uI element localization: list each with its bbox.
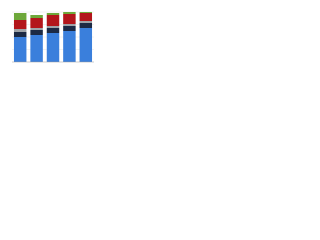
bar-segment: [79, 28, 93, 62]
bar-segment: [13, 37, 27, 62]
bar-segment: [79, 13, 93, 21]
bar-segment: [46, 26, 60, 28]
page: {"chart_data": {"type": "stacked_bar", "…: [0, 0, 320, 71]
bar-segment: [30, 28, 43, 30]
bar-segment: [13, 13, 27, 20]
bar-segment: [63, 12, 76, 14]
bar-segment: [63, 31, 76, 62]
bar-segment: [79, 12, 93, 13]
bar-segment: [63, 14, 76, 24]
bar-segment: [46, 28, 60, 33]
bar-segment: [30, 15, 43, 18]
bar-segment: [63, 24, 76, 26]
bar-segment: [79, 21, 93, 23]
chart: [12, 11, 94, 63]
bar-segment: [79, 23, 93, 28]
bar-segment: [63, 26, 76, 31]
bar-segment: [13, 20, 27, 29]
bar-segment: [46, 33, 60, 62]
bar-segment: [30, 35, 43, 62]
bar-segment: [46, 15, 60, 26]
bar-segment: [30, 18, 43, 28]
bar-segment: [46, 13, 60, 15]
bar-segment: [30, 30, 43, 35]
bar-segment: [13, 29, 27, 32]
bar-segment: [13, 32, 27, 37]
